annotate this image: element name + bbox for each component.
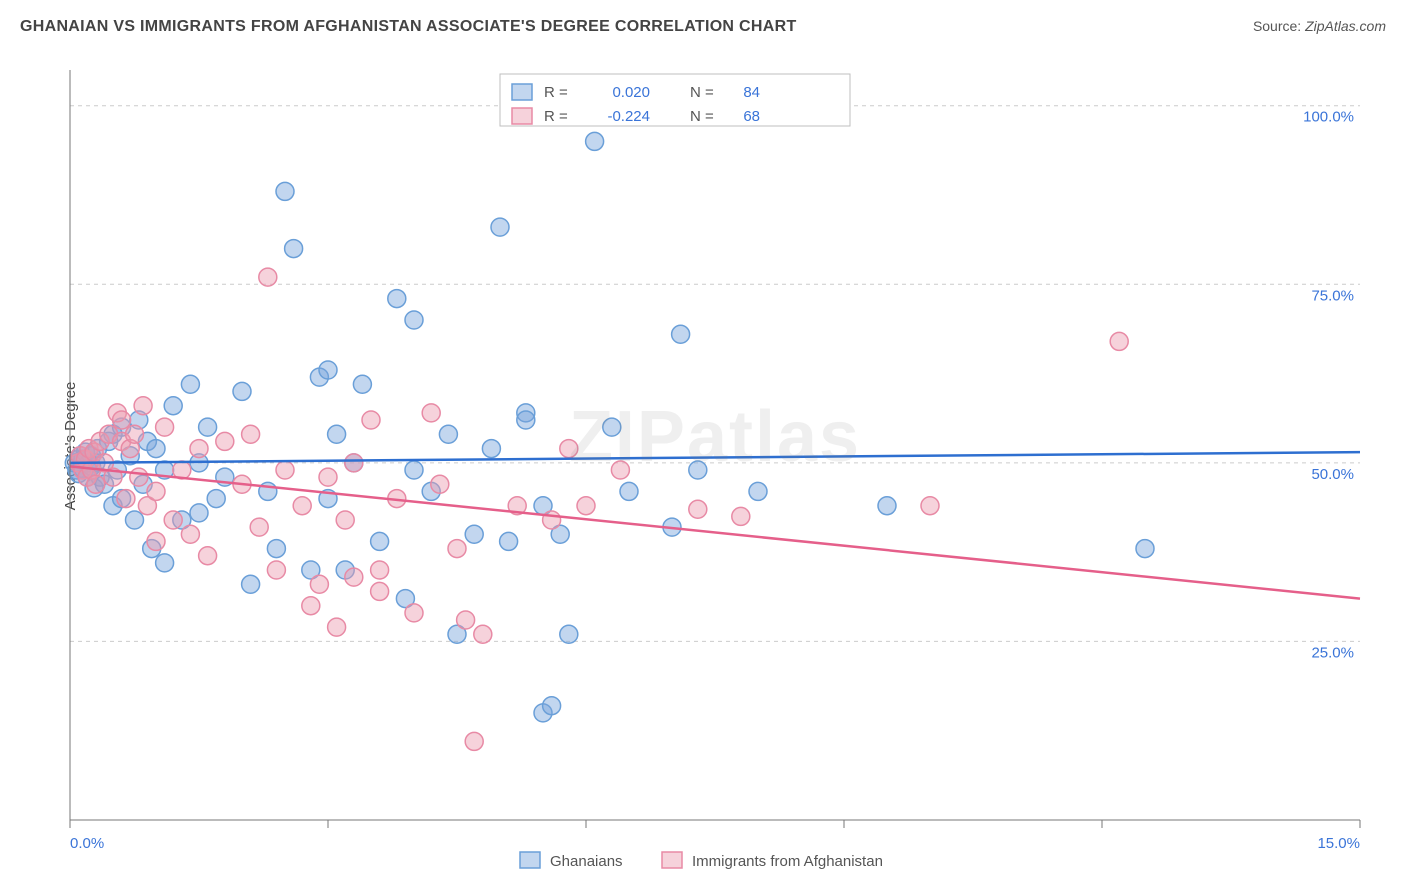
svg-text:R =: R =: [544, 84, 568, 101]
scatter-chart: 25.0% 50.0% 75.0% 100.0% 0.0% 15.0% R = 0.020 N …: [60, 60, 1370, 890]
chart-area: ZIPatlas 25.0%50.0%75.0%100.0%0.0%15.0%R…: [60, 60, 1370, 830]
svg-text:-0.224: -0.224: [607, 108, 650, 125]
source-name: ZipAtlas.com: [1305, 18, 1386, 34]
chart-title: GHANAIAN VS IMMIGRANTS FROM AFGHANISTAN …: [20, 18, 797, 36]
svg-text:84: 84: [743, 84, 760, 101]
svg-text:50.0%: 50.0%: [1311, 466, 1354, 483]
source-label: Source: ZipAtlas.com: [1253, 18, 1386, 34]
source-prefix: Source:: [1253, 18, 1305, 34]
svg-text:0.020: 0.020: [612, 84, 650, 101]
svg-text:68: 68: [743, 108, 760, 125]
svg-text:N =: N =: [690, 84, 714, 101]
svg-text:R =: R =: [544, 108, 568, 125]
svg-text:100.0%: 100.0%: [1303, 109, 1354, 126]
svg-text:25.0%: 25.0%: [1311, 644, 1354, 661]
svg-text:0.0%: 0.0%: [70, 835, 104, 852]
svg-text:75.0%: 75.0%: [1311, 287, 1354, 304]
svg-text:N =: N =: [690, 108, 714, 125]
svg-text:Ghanaians: Ghanaians: [550, 853, 623, 870]
svg-text:Immigrants from Afghanistan: Immigrants from Afghanistan: [692, 853, 883, 870]
svg-text:15.0%: 15.0%: [1317, 835, 1360, 852]
